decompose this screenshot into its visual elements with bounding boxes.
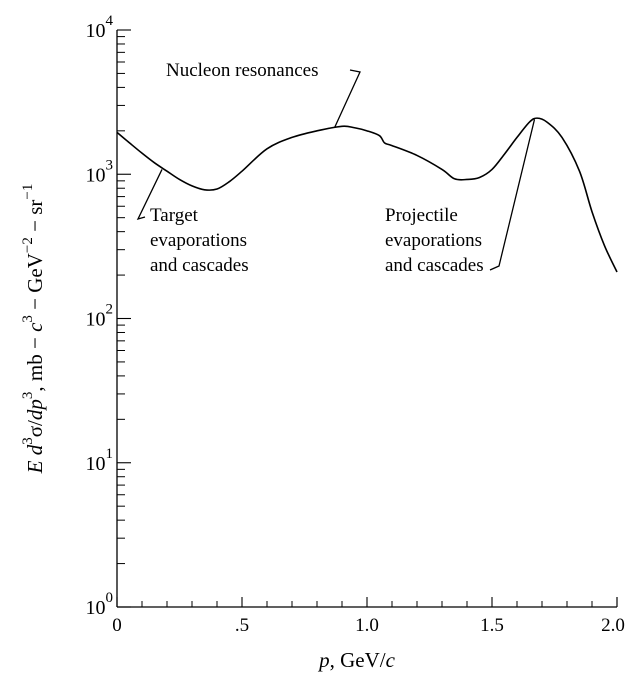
annotation-text: evaporations: [150, 230, 247, 251]
annotation-text: Target: [150, 205, 199, 226]
axis-labels: p, GeV/c E d3σ/dp3, mb − c3 − GeV−2 − sr−…: [20, 184, 396, 672]
series: [116, 117, 618, 273]
annotations: Nucleon resonances Target evaporations and …: [136, 60, 536, 276]
x-tick-label: 1.5: [480, 615, 504, 636]
annotation-leader: [333, 69, 361, 129]
y-tick-label: 100: [86, 590, 114, 619]
y-tick-label: 101: [86, 446, 114, 475]
annotation-text: evaporations: [385, 230, 482, 251]
annotation: Nucleon resonances: [166, 60, 361, 129]
annotation-text: Projectile: [385, 205, 458, 226]
x-axis-label: p, GeV/c: [317, 648, 396, 672]
annotation: Projectile evaporations and cascades: [385, 119, 536, 276]
y-axis-label: E d3σ/dp3, mb − c3 − GeV−2 − sr−1: [20, 184, 47, 475]
annotation-leader: [136, 169, 163, 221]
x-tick-label: 1.0: [355, 615, 379, 636]
annotation: Target evaporations and cascades: [136, 169, 249, 276]
series-line: [116, 117, 618, 273]
ticks: 0 .5 1.0 1.5 2.0 100 101 102 103 104: [86, 13, 625, 636]
annotation-text: and cascades: [385, 255, 484, 276]
axes: [116, 30, 618, 608]
y-tick-label: 103: [86, 157, 114, 186]
x-tick-label: 2.0: [601, 615, 625, 636]
x-tick-label: 0: [112, 615, 122, 636]
x-tick-label: .5: [235, 615, 249, 636]
y-tick-label: 102: [86, 302, 114, 331]
y-tick-label: 104: [86, 13, 114, 42]
annotation-text: Nucleon resonances: [166, 60, 318, 81]
annotation-text: and cascades: [150, 255, 249, 276]
annotation-leader: [489, 119, 536, 271]
